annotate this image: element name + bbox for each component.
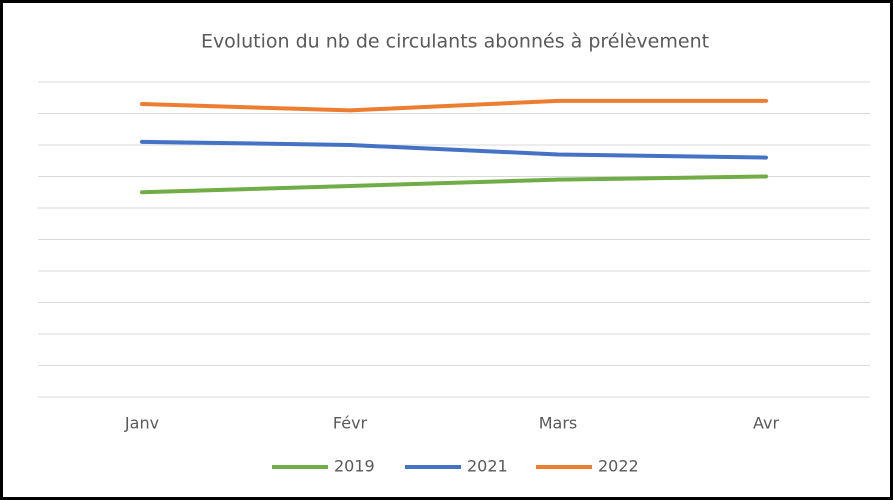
legend-label: 2021 (467, 457, 508, 476)
legend-label: 2022 (598, 457, 639, 476)
x-tick-label: Févr (333, 414, 368, 433)
x-tick-label: Avr (753, 414, 779, 433)
x-tick-label: Mars (539, 414, 578, 433)
line-series (140, 174, 768, 195)
line-series (140, 139, 768, 160)
legend-label: 2019 (334, 457, 375, 476)
line-series (140, 98, 768, 113)
x-tick-label: Janv (124, 414, 159, 433)
chart-title: Evolution du nb de circulants abonnés à … (201, 31, 709, 53)
